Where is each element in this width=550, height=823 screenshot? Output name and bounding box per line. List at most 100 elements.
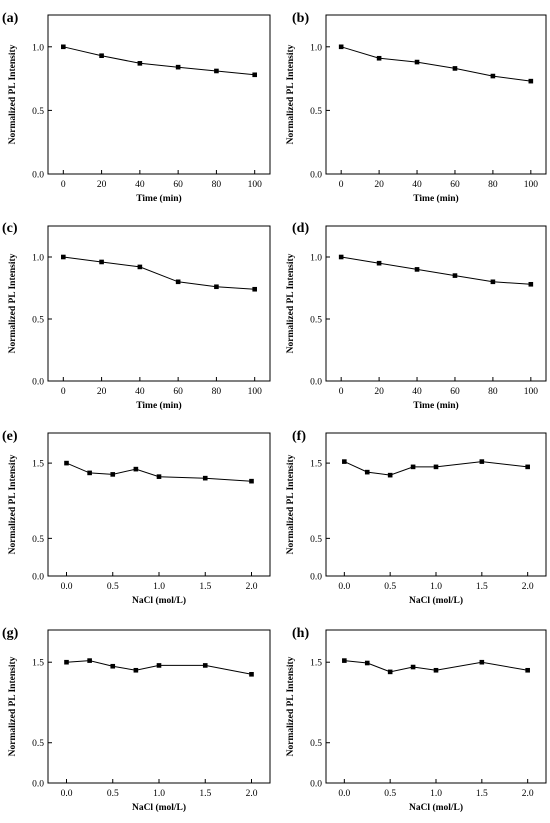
panel-b-xlabel: Time (min)	[413, 193, 458, 204]
panel-h-point	[410, 664, 416, 670]
panel-c-xtick-label: 60	[173, 387, 183, 397]
panel-a-xtick-label: 60	[173, 180, 183, 190]
panel-e-point	[64, 460, 69, 466]
panel-h-point	[387, 669, 393, 675]
panel-b-point	[528, 78, 534, 84]
panel-b-point	[338, 44, 344, 50]
panel-g-point	[110, 663, 116, 669]
panel-c-ytick-label: 0.0	[32, 378, 44, 388]
panel-f-xtick-label: 0.5	[384, 582, 396, 592]
panel-f-point	[342, 459, 347, 464]
panel-d-xlabel: Time (min)	[413, 400, 458, 411]
panel-g-frame	[47, 629, 271, 784]
panel-e-ytick-label: 1.5	[32, 460, 44, 470]
panel-d-point	[452, 273, 458, 278]
panel-d-xtick-label: 100	[524, 387, 539, 397]
panel-c-point	[175, 279, 181, 285]
panel-h-xtick-label: 0.0	[338, 789, 350, 799]
panel-e-label: (e)	[2, 429, 18, 444]
panel-f-xtick-label: 0.0	[338, 582, 350, 592]
panel-e-xtick-label: 0.0	[61, 582, 73, 592]
panel-c-ytick-label: 1.0	[32, 254, 44, 264]
panel-b-point	[414, 59, 420, 65]
panel-g-xtick-label: 1.0	[153, 789, 165, 799]
panel-a-xtick-label: 0	[61, 180, 66, 190]
panel-f-xlabel: NaCl (mol/L)	[409, 595, 463, 606]
panel-g-xtick-label: 1.5	[199, 789, 211, 799]
panel-f-ylabel: Normalized PL Intensity	[286, 454, 296, 554]
panel-f-point	[364, 469, 370, 475]
panel-b-frame	[325, 14, 547, 175]
panel-b-ytick-label: 1.0	[310, 43, 322, 53]
panel-c-point	[61, 254, 66, 260]
panel-a-xtick-label: 100	[248, 180, 263, 190]
panel-a-point	[99, 53, 104, 59]
panel-c-point	[252, 286, 257, 292]
panel-g-ylabel: Normalized PL Intensity	[8, 656, 18, 756]
panel-h-point	[479, 659, 485, 665]
panel-d-point	[490, 279, 496, 285]
panel-c-point	[99, 259, 104, 265]
panel-e-point	[249, 478, 254, 484]
panel-b-label: (b)	[292, 11, 309, 26]
panel-a-xtick-label: 20	[97, 180, 107, 190]
panel-g-xlabel: NaCl (mol/L)	[132, 802, 186, 813]
panel-d-xtick-label: 80	[488, 387, 498, 397]
panel-g-point	[133, 667, 139, 673]
panel-e-xlabel: NaCl (mol/L)	[132, 595, 186, 606]
panel-a-point	[137, 61, 143, 66]
panel-b-point	[376, 55, 382, 61]
panel-e-point	[202, 475, 208, 481]
panel-e-xtick-label: 1.5	[199, 582, 211, 592]
panel-a-ylabel: Normalized PL Intensity	[8, 44, 18, 144]
panel-e-ytick-label: 0.0	[32, 573, 44, 583]
panel-f-point	[479, 459, 485, 464]
panel-g-point	[202, 663, 208, 668]
panel-d-point	[414, 267, 420, 272]
panel-h-xtick-label: 1.0	[430, 789, 442, 799]
panel-g-ytick-label: 1.5	[32, 659, 44, 669]
panel-g-xtick-label: 0.0	[61, 789, 73, 799]
panel-h-xtick-label: 0.5	[384, 789, 396, 799]
panel-f-xtick-label: 1.5	[476, 582, 488, 592]
panel-c-point	[137, 264, 143, 270]
panel-e-point	[133, 466, 139, 472]
panel-f-ytick-label: 0.0	[310, 573, 322, 583]
panel-f-xtick-label: 1.0	[430, 582, 442, 592]
panel-e-ylabel: Normalized PL Intensity	[8, 454, 18, 554]
panel-f-label: (f)	[292, 429, 306, 444]
panel-c-xtick-label: 0	[61, 387, 66, 397]
panel-e-point	[110, 472, 116, 477]
panel-f-ytick-label: 1.5	[310, 460, 322, 470]
panel-a-point	[214, 68, 219, 74]
panel-d-ytick-label: 1.0	[310, 254, 322, 264]
panel-c-series-line	[63, 256, 255, 290]
panel-d-point	[528, 281, 534, 287]
panel-h-ytick-label: 0.0	[310, 780, 322, 790]
panel-d-label: (d)	[292, 221, 309, 236]
panel-d-frame	[325, 225, 547, 382]
panel-d-ytick-label: 0.0	[310, 378, 322, 388]
panel-a-point	[252, 72, 257, 78]
panel-g-point	[156, 663, 162, 668]
panel-a-point	[61, 44, 66, 50]
panel-b-xtick-label: 0	[339, 180, 344, 190]
panel-h-point	[433, 667, 439, 673]
panel-h-point	[525, 667, 530, 673]
panel-h-xtick-label: 2.0	[522, 789, 534, 799]
panel-a-ytick-label: 0.0	[32, 171, 44, 181]
panel-b-xtick-label: 20	[374, 180, 384, 190]
panel-c-ytick-label: 0.5	[32, 316, 44, 326]
panel-g-ytick-label: 0.0	[32, 780, 44, 790]
panel-c-xtick-label: 20	[97, 387, 107, 397]
panel-b-xtick-label: 40	[412, 180, 422, 190]
panel-g-xtick-label: 2.0	[246, 789, 258, 799]
panel-b-xtick-label: 60	[450, 180, 460, 190]
panel-b-ytick-label: 0.0	[310, 171, 322, 181]
panel-h-xtick-label: 1.5	[476, 789, 488, 799]
panel-d-ylabel: Normalized PL Intensity	[286, 253, 296, 353]
panel-d-xtick-label: 40	[412, 387, 422, 397]
panel-g-xtick-label: 0.5	[107, 789, 119, 799]
panel-b-point	[490, 73, 496, 79]
